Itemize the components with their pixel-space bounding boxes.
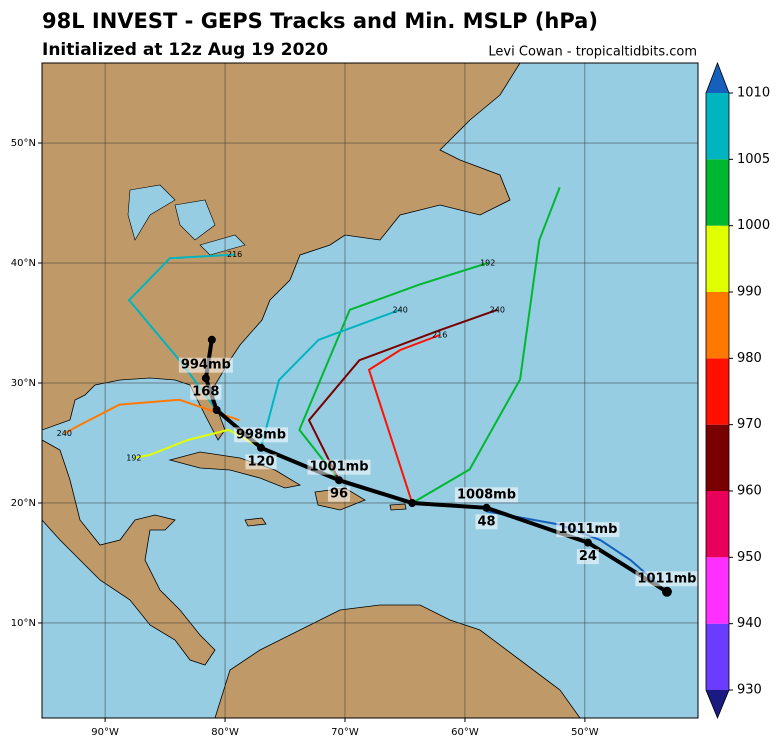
colorbar-tick-label: 960 — [737, 484, 762, 499]
track-label: 994mb — [181, 358, 231, 373]
track-label: 120 — [247, 454, 274, 469]
colorbar-over — [706, 63, 729, 93]
colorbar-tick-label: 1005 — [737, 152, 770, 167]
lat-tick-label: 20°N — [11, 498, 36, 509]
member-hour-label: 192 — [126, 453, 141, 462]
tracks: 192 240 240 192 240 216 216 1011mb 1011mb 24 1008m… — [57, 187, 698, 597]
lon-tick-label: 90°W — [91, 727, 119, 738]
colorbar-segment — [706, 557, 729, 624]
mean-track-point — [207, 335, 216, 344]
mean-track-point — [482, 503, 491, 512]
member-track — [260, 308, 401, 449]
label-box — [635, 571, 698, 587]
track-label: 1011mb — [637, 571, 696, 586]
label-box — [307, 459, 371, 475]
member-track — [367, 334, 441, 504]
track-label: 1008mb — [457, 487, 516, 502]
colorbar-under — [706, 690, 729, 718]
lat-tick-label: 40°N — [11, 258, 36, 269]
mean-track-point — [661, 586, 672, 597]
member-track — [298, 262, 489, 481]
track-label: 24 — [579, 549, 597, 564]
credit: Levi Cowan - tropicaltidbits.com — [488, 45, 697, 60]
central-america — [42, 439, 216, 666]
north-america — [42, 63, 521, 441]
label-box — [327, 486, 351, 502]
colorbar-tick-label: 970 — [737, 417, 762, 432]
member-hour-label: 216 — [432, 331, 447, 340]
track-label: 168 — [192, 385, 219, 400]
label-box — [576, 549, 599, 565]
map: 192 240 240 192 240 216 216 1011mb 1011mb 24 1008m… — [42, 63, 698, 718]
title: 98L INVEST - GEPS Tracks and Min. MSLP (… — [42, 9, 598, 33]
label-box — [178, 357, 233, 373]
label-box — [455, 487, 519, 503]
colorbar-segment — [706, 225, 729, 292]
colorbar-tick-label: 950 — [737, 550, 762, 565]
member-track — [411, 187, 561, 504]
grid — [42, 63, 698, 718]
member-track — [127, 253, 235, 411]
colorbar-segment — [706, 292, 729, 359]
colorbar-segment — [706, 93, 729, 160]
track-label: 48 — [477, 514, 495, 529]
mean-track-point — [257, 443, 266, 452]
colorbar-tick-label: 980 — [737, 351, 762, 366]
label-box — [245, 454, 277, 470]
label-box — [234, 427, 289, 443]
colorbar-segment — [706, 358, 729, 425]
colorbar-tick-label: 990 — [737, 285, 762, 300]
mean-track-point — [201, 374, 210, 383]
member-hour-label: 240 — [490, 305, 505, 314]
member-track — [63, 398, 240, 435]
lon-tick-label: 80°W — [211, 727, 239, 738]
colorbar-segment — [706, 491, 729, 558]
lon-tick-label: 50°W — [571, 727, 599, 738]
south-america — [214, 604, 581, 718]
mean-track-point — [334, 476, 343, 485]
mean-track-point — [583, 538, 592, 547]
subtitle: Initialized at 12z Aug 19 2020 — [42, 40, 328, 60]
member-hour-label: 192 — [480, 259, 495, 268]
colorbar-tick-label: 940 — [737, 616, 762, 631]
colorbar: 930 940 950 960 970 980 990 1000 1005 1010 — [705, 61, 770, 720]
colorbar-segment — [706, 159, 729, 226]
lon-tick-label: 70°W — [331, 727, 359, 738]
colorbar-tick-label: 930 — [737, 683, 762, 698]
lat-tick-label: 30°N — [11, 378, 36, 389]
label-box — [556, 522, 620, 538]
track-label: 1001mb — [309, 460, 368, 475]
mean-track-point — [212, 405, 221, 414]
track-label: 998mb — [236, 427, 286, 442]
lat-tick-label: 50°N — [11, 138, 36, 149]
track-label: 1011mb — [558, 522, 617, 537]
member-hour-label: 216 — [227, 250, 242, 259]
member-track — [307, 308, 498, 481]
colorbar-segment — [706, 623, 729, 690]
axes: 90°W 80°W 70°W 60°W 50°W 10°N 20°N 30°N 40°N 50°N — [11, 138, 599, 738]
jamaica — [244, 517, 267, 527]
member-hour-label: 240 — [393, 305, 408, 314]
colorbar-tick-label: 1010 — [737, 86, 770, 101]
member-hour-label: 240 — [57, 429, 72, 438]
member-track — [486, 510, 668, 593]
colorbar-tick-label: 1000 — [737, 218, 770, 233]
colorbar-segment — [706, 424, 729, 491]
map-frame — [41, 62, 699, 719]
label-box — [190, 384, 222, 400]
cuba — [168, 451, 302, 489]
mean-track-point — [408, 498, 417, 507]
lon-tick-label: 60°W — [451, 727, 479, 738]
puerto-rico — [389, 503, 407, 511]
label-box — [475, 514, 498, 530]
track-label: 96 — [330, 487, 348, 502]
lat-tick-label: 10°N — [11, 618, 36, 629]
great-lakes — [127, 184, 246, 256]
